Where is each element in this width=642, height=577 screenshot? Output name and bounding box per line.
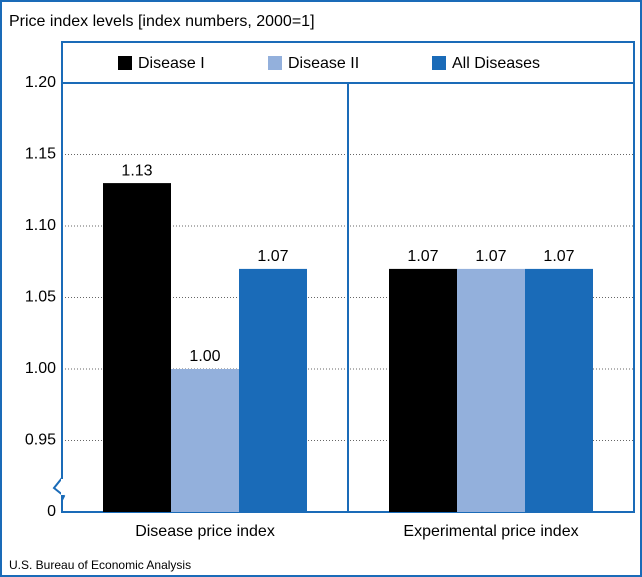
legend-label: Disease I (138, 55, 205, 72)
chart-title: Price index levels [index numbers, 2000=… (9, 13, 315, 30)
y-tick-label: 1.10 (25, 217, 56, 234)
legend-swatch (432, 56, 446, 70)
value-label: 1.07 (543, 248, 574, 265)
value-label: 1.07 (475, 248, 506, 265)
bar (103, 183, 171, 512)
bar (525, 268, 593, 512)
value-label: 1.13 (121, 162, 152, 179)
y-tick-label: 1.00 (25, 360, 56, 377)
y-tick-label: 1.05 (25, 289, 56, 306)
axis-break (52, 470, 66, 501)
x-tick-label: Disease price index (135, 523, 275, 540)
source: U.S. Bureau of Economic Analysis (9, 558, 191, 572)
y-tick-label: 1.20 (25, 74, 56, 91)
legend-swatch (268, 56, 282, 70)
y-tick-label: 0 (47, 503, 56, 520)
legend-label: All Diseases (452, 55, 540, 72)
bar (389, 268, 457, 512)
x-tick-label: Experimental price index (403, 523, 578, 540)
legend-swatch (118, 56, 132, 70)
value-label: 1.00 (189, 348, 220, 365)
axis-break-gap (61, 479, 64, 495)
bar (171, 369, 239, 512)
bar (239, 268, 307, 512)
y-tick-label: 0.95 (25, 432, 56, 449)
bar (457, 268, 525, 512)
y-tick-label: 1.15 (25, 146, 56, 163)
value-label: 1.07 (257, 248, 288, 265)
legend-label: Disease II (288, 55, 359, 72)
value-label: 1.07 (407, 248, 438, 265)
